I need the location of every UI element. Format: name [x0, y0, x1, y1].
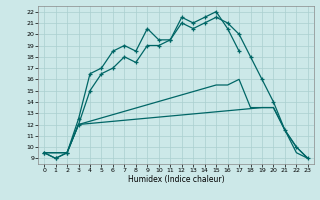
X-axis label: Humidex (Indice chaleur): Humidex (Indice chaleur)	[128, 175, 224, 184]
